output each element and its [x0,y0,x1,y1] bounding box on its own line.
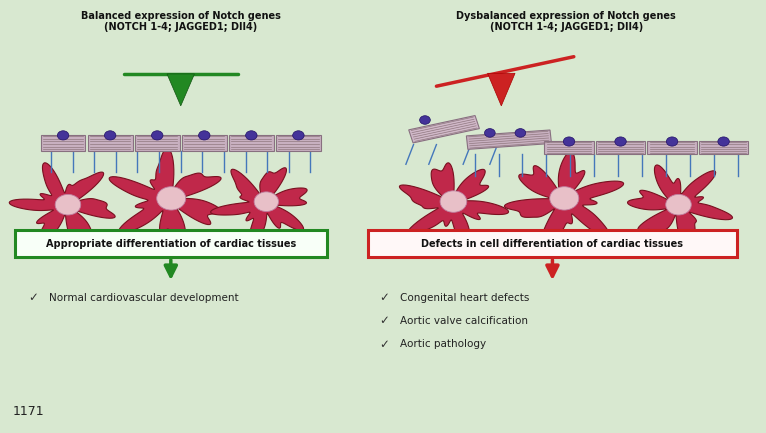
Circle shape [420,116,430,124]
Text: Normal cardiovascular development: Normal cardiovascular development [49,293,238,303]
Circle shape [57,131,69,140]
Circle shape [515,129,525,137]
Polygon shape [488,73,515,106]
Text: Aortic pathology: Aortic pathology [400,339,486,349]
Text: Aortic valve calcification: Aortic valve calcification [400,316,528,326]
FancyBboxPatch shape [15,230,326,257]
Circle shape [485,129,495,137]
Polygon shape [399,163,509,250]
Bar [41,135,86,151]
Polygon shape [627,165,732,249]
Circle shape [615,137,627,146]
Circle shape [718,137,729,146]
Polygon shape [505,152,624,249]
Bar [409,116,480,143]
Text: Dysbalanced expression of Notch genes
(NOTCH 1-4; JAGGED1; Dll4): Dysbalanced expression of Notch genes (N… [457,10,676,32]
Bar [466,130,552,149]
Text: Congenital heart defects: Congenital heart defects [400,293,529,303]
FancyBboxPatch shape [368,230,737,257]
Bar [596,141,645,155]
Bar [182,135,227,151]
Circle shape [254,192,279,211]
Circle shape [152,131,163,140]
Circle shape [550,187,579,210]
Circle shape [246,131,257,140]
Text: Appropriate differentiation of cardiac tissues: Appropriate differentiation of cardiac t… [46,239,296,249]
Circle shape [440,191,466,212]
Bar [229,135,273,151]
Circle shape [104,131,116,140]
Polygon shape [167,74,195,106]
Text: ✓: ✓ [28,291,38,304]
Bar [135,135,179,151]
Bar [88,135,133,151]
Bar [699,141,748,155]
Text: ✓: ✓ [379,314,389,327]
Circle shape [666,194,691,215]
Circle shape [55,194,80,215]
Text: ✓: ✓ [379,338,389,351]
Text: ✓: ✓ [379,291,389,304]
Circle shape [157,187,185,210]
Bar [647,141,697,155]
Circle shape [666,137,678,146]
Text: 1171: 1171 [13,405,44,418]
Text: Defects in cell differentiation of cardiac tissues: Defects in cell differentiation of cardi… [421,239,683,249]
Text: Balanced expression of Notch genes
(NOTCH 1-4; JAGGED1; Dll4): Balanced expression of Notch genes (NOTC… [80,10,280,32]
Circle shape [198,131,210,140]
Polygon shape [211,168,307,246]
Bar [276,135,321,151]
Polygon shape [9,163,115,243]
Circle shape [293,131,304,140]
Polygon shape [109,149,221,247]
Bar [545,141,594,155]
Circle shape [563,137,574,146]
